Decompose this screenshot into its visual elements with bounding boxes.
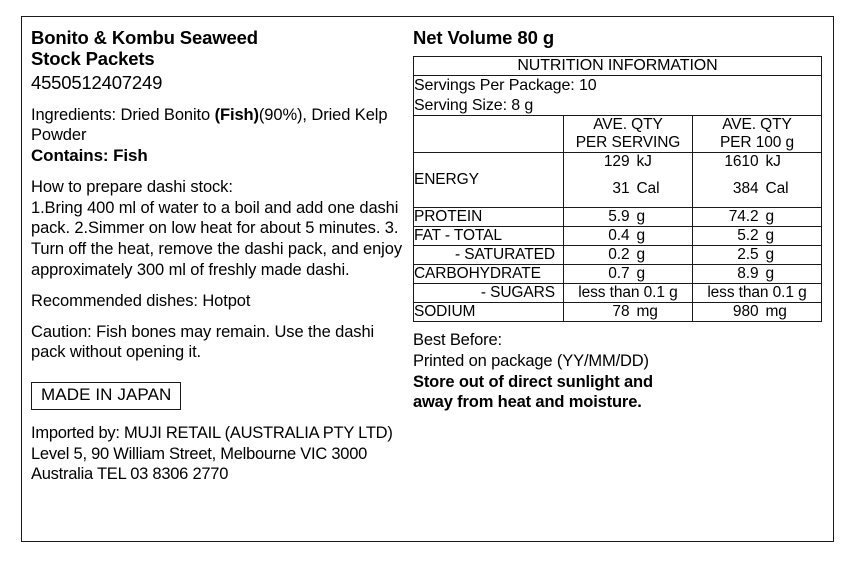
fat-100g-unit: g xyxy=(765,227,775,244)
energy-100g-cal-num: 384 xyxy=(732,180,759,197)
row-value-saturated-serving: 0.2 g xyxy=(562,245,693,265)
saturated-serving-num: 0.2 xyxy=(608,246,630,263)
sodium-serving-num: 78 xyxy=(612,303,630,320)
row-value-sodium-serving: 78 mg xyxy=(562,302,693,322)
header-per-serving-line-1: AVE. QTY xyxy=(593,116,663,134)
sodium-100g-num: 980 xyxy=(732,303,759,320)
row-value-carbohydrate-per100: 8.9 g xyxy=(691,264,823,284)
ingredients-suffix: (90%), Dried Kelp Powder xyxy=(31,105,388,145)
preparation-steps: 1.Bring 400 ml of water to a boil and ad… xyxy=(31,198,402,279)
barcode-number: 4550512407249 xyxy=(31,72,163,94)
ingredients-prefix: Ingredients: Dried Bonito xyxy=(31,105,215,124)
table-row: FAT - TOTAL 0.4 g 5.2 g xyxy=(412,226,823,246)
energy-100g-kj-num: 1610 xyxy=(724,153,759,170)
made-in-japan-badge: MADE IN JAPAN xyxy=(31,382,182,410)
header-blank-cell xyxy=(412,115,564,153)
table-row: PROTEIN 5.9 g 74.2 g xyxy=(412,207,823,227)
ingredients-text: Ingredients: Dried Bonito (Fish)(90%), D… xyxy=(31,105,403,147)
nutrition-table-body: NUTRITION INFORMATION Servings Per Packa… xyxy=(412,56,823,322)
left-info-column: Bonito & Kombu Seaweed Stock Packets 455… xyxy=(22,17,403,541)
fat-serving-unit: g xyxy=(636,227,645,244)
row-label-carbohydrate: CARBOHYDRATE xyxy=(412,264,564,284)
header-per-100g-line-2: PER 100 g xyxy=(719,134,795,152)
row-label-energy: ENERGY xyxy=(412,152,564,208)
row-value-carbohydrate-serving: 0.7 g xyxy=(562,264,693,284)
carb-100g-unit: g xyxy=(765,265,775,282)
row-label-protein: PROTEIN xyxy=(412,207,564,227)
best-before-block: Best Before: Printed on package (YY/MM/D… xyxy=(413,330,822,372)
row-value-sugars-per100: less than 0.1 g xyxy=(691,283,823,303)
storage-instructions: Store out of direct sunlight and away fr… xyxy=(413,372,822,414)
row-value-energy-serving: 129 kJ 31 Cal xyxy=(562,152,693,208)
sodium-serving-unit: mg xyxy=(636,303,658,320)
caution-text: Caution: Fish bones may remain. Use the … xyxy=(31,322,375,362)
recommended-dishes: Recommended dishes: Hotpot xyxy=(31,291,251,310)
row-value-energy-per100: 1610 kJ 384 Cal xyxy=(691,152,823,208)
fat-100g-num: 5.2 xyxy=(737,227,759,244)
energy-serving-cal-num: 31 xyxy=(612,180,630,197)
saturated-100g-num: 2.5 xyxy=(737,246,759,263)
protein-serving-unit: g xyxy=(636,208,645,225)
best-before-value: Printed on package (YY/MM/DD) xyxy=(412,351,649,370)
right-nutrition-column: Net Volume 80 g NUTRITION INFORMATION Se… xyxy=(403,17,833,541)
row-value-fat-serving: 0.4 g xyxy=(562,226,693,246)
column-header-row: AVE. QTY PER SERVING AVE. QTY PER 100 g xyxy=(412,115,823,153)
row-label-saturated: - SATURATED xyxy=(412,245,564,265)
best-before-label: Best Before: xyxy=(412,331,502,349)
row-value-protein-serving: 5.9 g xyxy=(562,207,693,227)
storage-line-2: away from heat and moisture. xyxy=(412,393,642,412)
saturated-100g-unit: g xyxy=(765,246,775,263)
fat-serving-num: 0.4 xyxy=(608,227,630,244)
nutrition-title-row: NUTRITION INFORMATION xyxy=(412,56,823,77)
table-row: ENERGY 129 kJ 31 Cal 1610 kJ 384 Cal xyxy=(412,152,823,208)
sodium-100g-unit: mg xyxy=(765,303,787,320)
product-title: Bonito & Kombu Seaweed Stock Packets xyxy=(31,27,403,69)
saturated-serving-unit: g xyxy=(636,246,645,263)
header-per-100g: AVE. QTY PER 100 g xyxy=(691,115,823,153)
row-value-saturated-per100: 2.5 g xyxy=(691,245,823,265)
table-row: CARBOHYDRATE 0.7 g 8.9 g xyxy=(412,264,823,284)
energy-100g-cal-unit: Cal xyxy=(765,180,789,197)
row-value-fat-per100: 5.2 g xyxy=(691,226,823,246)
servings-per-package: Servings Per Package: 10 xyxy=(413,77,597,95)
protein-serving-num: 5.9 xyxy=(608,208,630,225)
nutrition-information-table: NUTRITION INFORMATION Servings Per Packa… xyxy=(412,56,823,322)
serving-size: Serving Size: 8 g xyxy=(413,96,534,114)
ingredients-allergen: (Fish) xyxy=(214,105,259,124)
storage-line-1: Store out of direct sunlight and xyxy=(412,372,653,391)
energy-serving-kj-num: 129 xyxy=(603,153,630,170)
carb-serving-unit: g xyxy=(636,265,645,282)
energy-serving-kj-unit: kJ xyxy=(636,153,652,170)
energy-100g-kj-unit: kJ xyxy=(765,153,781,170)
row-value-sodium-per100: 980 mg xyxy=(691,302,823,322)
table-row: SODIUM 78 mg 980 mg xyxy=(412,302,823,322)
protein-100g-unit: g xyxy=(765,208,775,225)
product-name-line-2: Stock Packets xyxy=(31,47,155,69)
row-label-sugars: - SUGARS xyxy=(412,283,564,303)
energy-serving-cal-unit: Cal xyxy=(636,180,660,197)
protein-100g-num: 74.2 xyxy=(728,208,759,225)
table-row: - SATURATED 0.2 g 2.5 g xyxy=(412,245,823,265)
servings-row: Servings Per Package: 10 Serving Size: 8… xyxy=(412,75,823,117)
carb-100g-num: 8.9 xyxy=(737,265,759,282)
servings-cell: Servings Per Package: 10 Serving Size: 8… xyxy=(412,75,823,117)
product-name-line-1: Bonito & Kombu Seaweed xyxy=(31,27,258,48)
row-label-fat-total: FAT - TOTAL xyxy=(412,226,564,246)
carb-serving-num: 0.7 xyxy=(608,265,630,282)
net-volume-heading: Net Volume 80 g xyxy=(412,27,555,48)
row-value-sugars-serving: less than 0.1 g xyxy=(562,283,693,303)
importer-details: Imported by: MUJI RETAIL (AUSTRALIA PTY … xyxy=(31,423,393,484)
table-row: - SUGARS less than 0.1 g less than 0.1 g xyxy=(412,283,823,303)
header-per-100g-line-1: AVE. QTY xyxy=(722,116,792,134)
product-label: Bonito & Kombu Seaweed Stock Packets 455… xyxy=(21,16,834,542)
preparation-heading: How to prepare dashi stock: xyxy=(31,177,233,196)
row-label-sodium: SODIUM xyxy=(412,302,564,322)
contains-allergen-statement: Contains: Fish xyxy=(31,146,148,166)
nutrition-table-title: NUTRITION INFORMATION xyxy=(412,56,823,77)
row-value-protein-per100: 74.2 g xyxy=(691,207,823,227)
header-per-serving: AVE. QTY PER SERVING xyxy=(562,115,693,153)
header-per-serving-line-2: PER SERVING xyxy=(575,134,681,152)
